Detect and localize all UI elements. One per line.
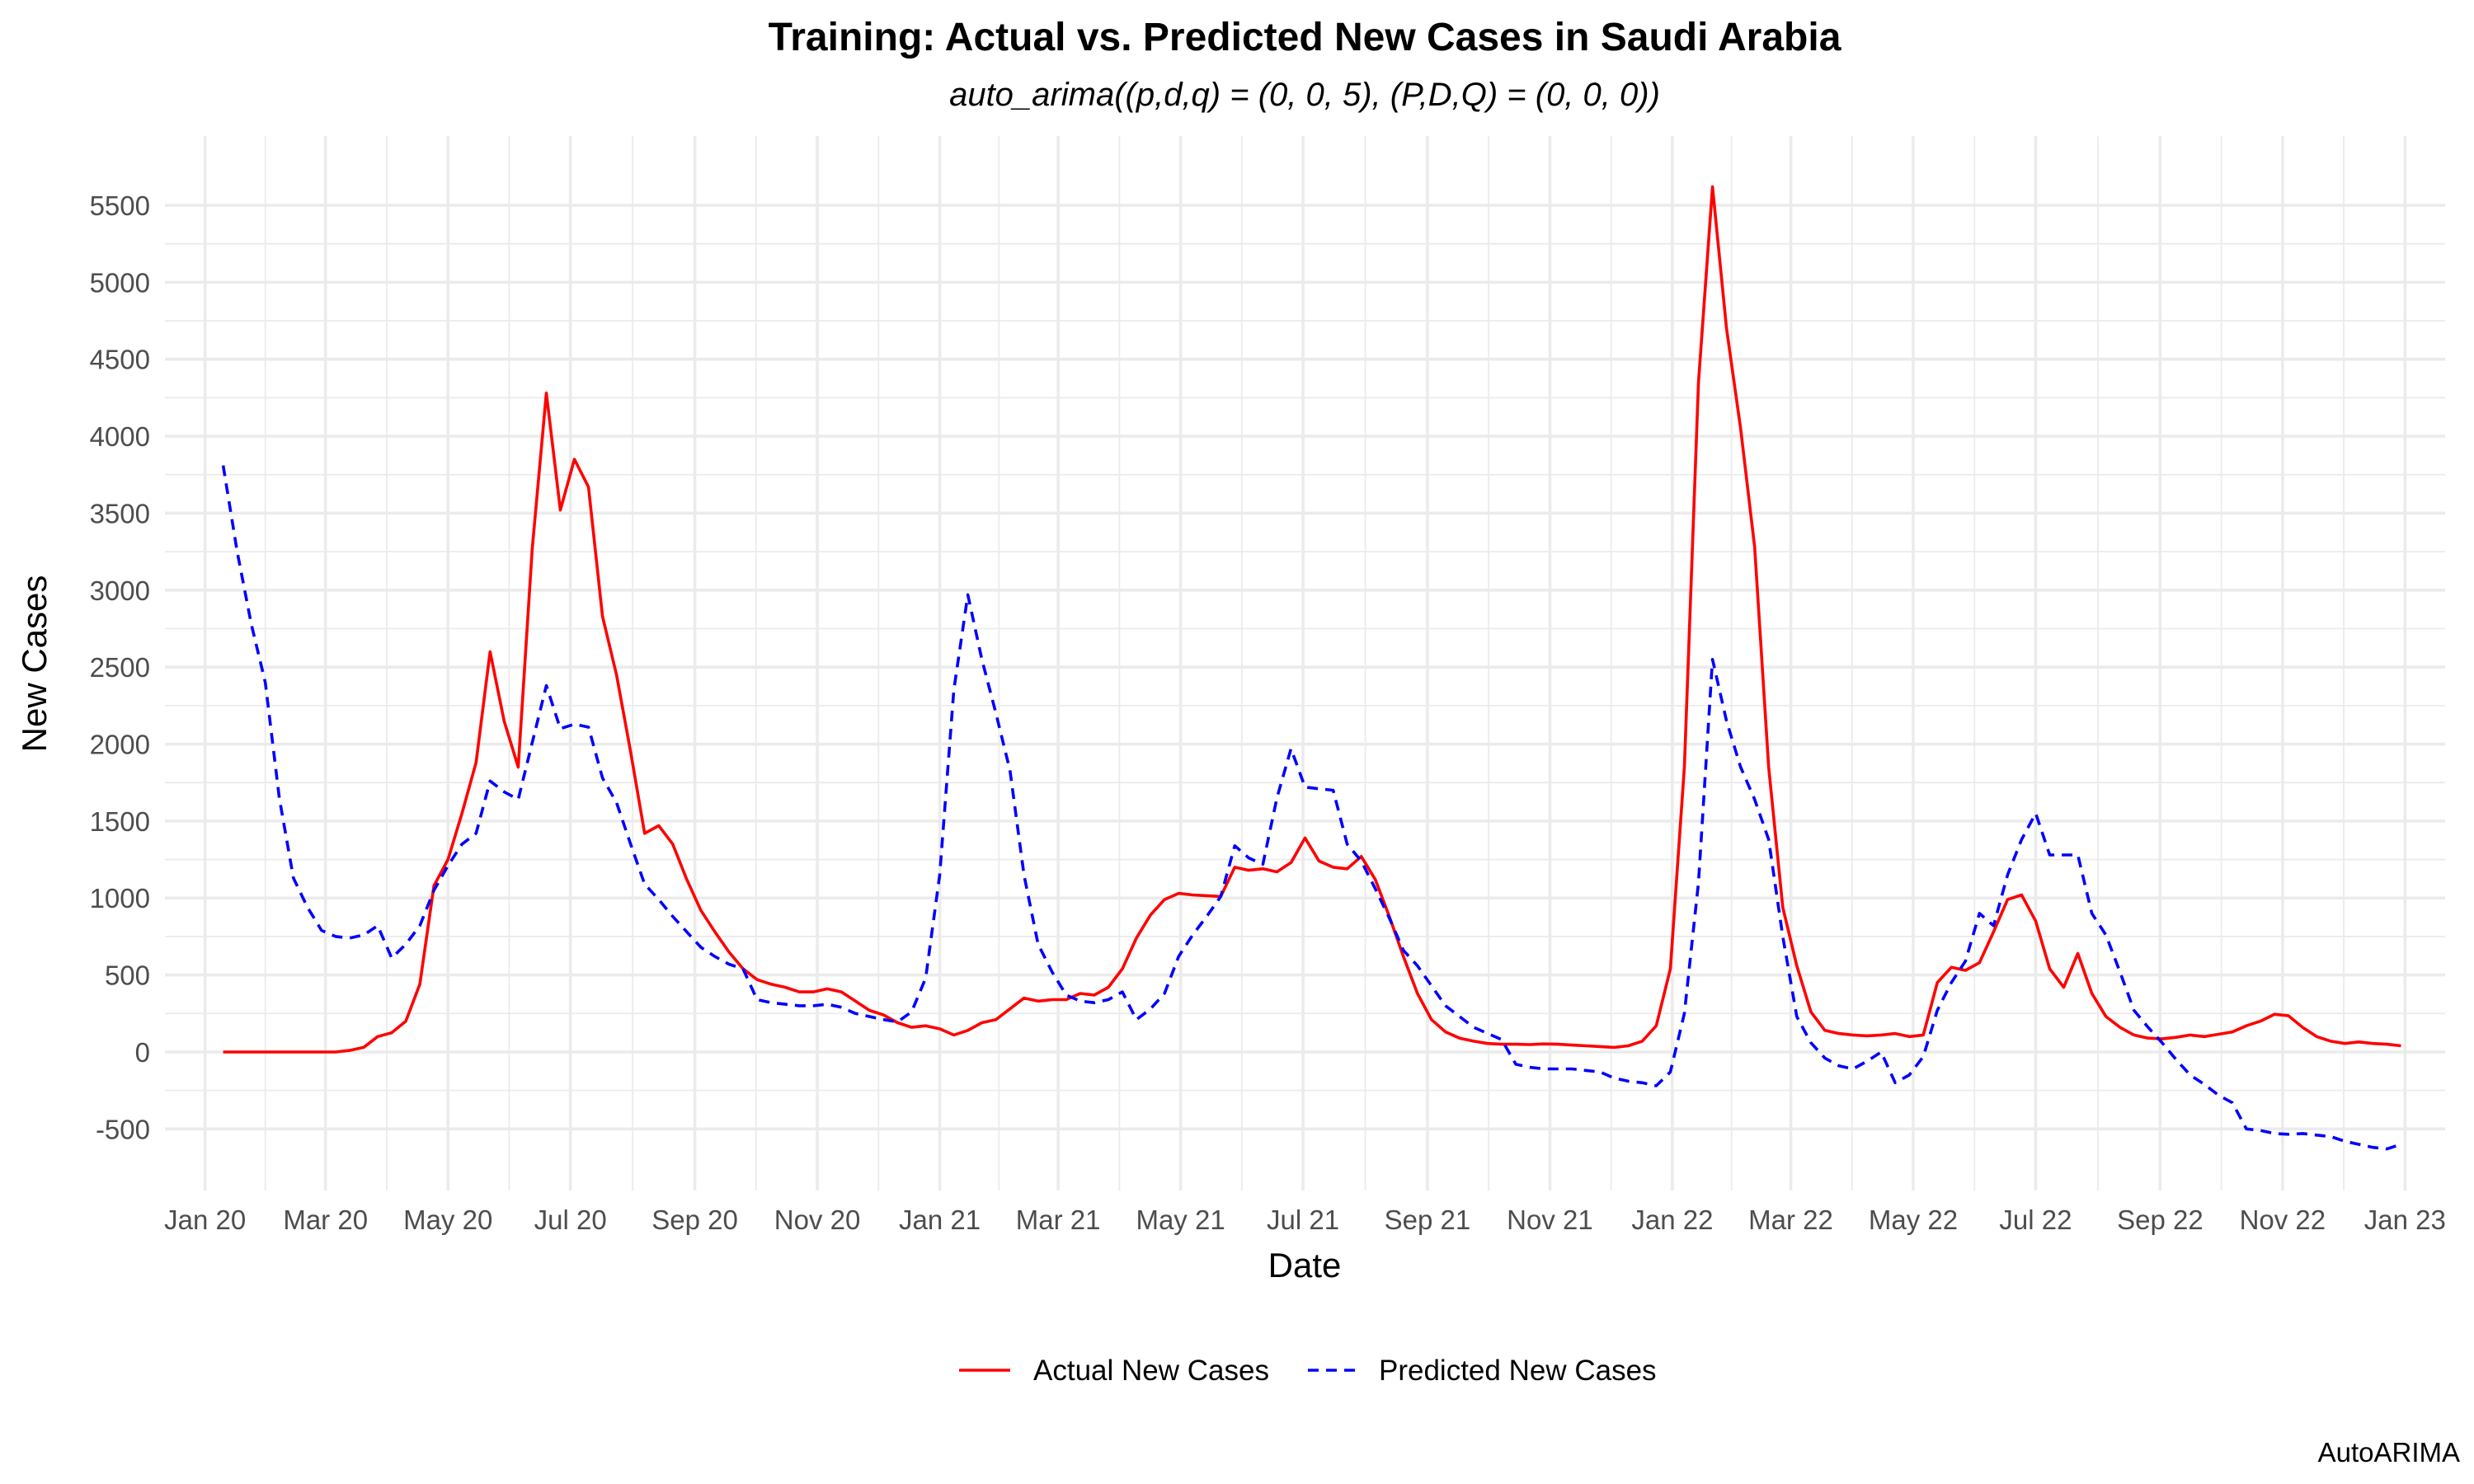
y-tick-label: 1000 bbox=[90, 883, 150, 913]
y-tick-label: 3500 bbox=[90, 498, 150, 528]
series-lines bbox=[221, 185, 2402, 1151]
series-line-actual bbox=[223, 185, 2401, 1054]
y-tick-label: 0 bbox=[135, 1037, 150, 1068]
grid bbox=[165, 136, 2445, 1190]
y-axis-title: New Cases bbox=[15, 575, 54, 753]
chart-subtitle: auto_arima((p,d,q) = (0, 0, 5), (P,D,Q) … bbox=[949, 77, 1660, 113]
x-tick-label: Mar 22 bbox=[1748, 1205, 1833, 1235]
x-tick-label: Jul 21 bbox=[1267, 1205, 1339, 1235]
y-axis-ticks: -500 0 500 1000 1500 2000 2500 3000 3500 4000 4500… bbox=[90, 190, 150, 1144]
x-tick-label: Sep 22 bbox=[2117, 1205, 2204, 1235]
x-tick-label: Sep 20 bbox=[651, 1205, 738, 1235]
chart-title: Training: Actual vs. Predicted New Cases… bbox=[769, 16, 1841, 59]
legend-label-predicted: Predicted New Cases bbox=[1379, 1355, 1657, 1387]
x-tick-label: May 22 bbox=[1869, 1205, 1958, 1235]
x-tick-label: Jan 20 bbox=[164, 1205, 246, 1235]
x-tick-label: Jul 20 bbox=[534, 1205, 607, 1235]
x-tick-label: Jul 22 bbox=[1999, 1205, 2072, 1235]
y-tick-label: 5500 bbox=[90, 190, 150, 221]
y-tick-label: 2000 bbox=[90, 730, 150, 760]
y-tick-label: 3000 bbox=[90, 575, 150, 606]
x-tick-label: Jan 21 bbox=[899, 1205, 981, 1235]
y-tick-label: 4000 bbox=[90, 421, 150, 452]
x-tick-label: Nov 20 bbox=[774, 1205, 861, 1235]
x-axis-title: Date bbox=[1268, 1246, 1342, 1284]
x-axis-ticks: Jan 20 Mar 20 May 20 Jul 20 Sep 20 Nov 20 Jan … bbox=[164, 1205, 2446, 1235]
x-tick-label: Sep 21 bbox=[1385, 1205, 1471, 1235]
x-tick-label: Mar 20 bbox=[283, 1205, 368, 1235]
x-tick-label: May 20 bbox=[403, 1205, 492, 1235]
legend-label-actual: Actual New Cases bbox=[1033, 1355, 1269, 1387]
series-line-predicted bbox=[221, 465, 2402, 1151]
x-tick-label: Nov 21 bbox=[1507, 1205, 1593, 1235]
y-tick-label: 2500 bbox=[90, 652, 150, 683]
x-tick-label: May 21 bbox=[1136, 1205, 1225, 1235]
y-tick-label: -500 bbox=[96, 1114, 150, 1144]
x-tick-label: Jan 23 bbox=[2364, 1205, 2446, 1235]
chart-caption: AutoARIMA bbox=[2318, 1437, 2460, 1468]
y-tick-label: 4500 bbox=[90, 345, 150, 375]
y-tick-label: 5000 bbox=[90, 267, 150, 298]
y-tick-label: 1500 bbox=[90, 806, 150, 837]
y-tick-label: 500 bbox=[105, 960, 150, 991]
x-tick-label: Mar 21 bbox=[1016, 1205, 1101, 1235]
legend: Actual New Cases Predicted New Cases bbox=[959, 1355, 1657, 1387]
x-tick-label: Jan 22 bbox=[1631, 1205, 1713, 1235]
x-tick-label: Nov 22 bbox=[2240, 1205, 2326, 1235]
